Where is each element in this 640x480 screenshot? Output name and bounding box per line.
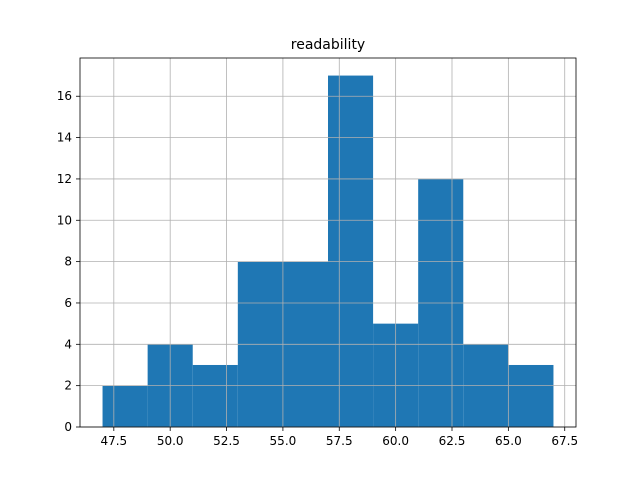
y-tick-label: 4 [64, 337, 72, 351]
histogram-bar [508, 364, 554, 427]
grid-lines [80, 58, 576, 428]
x-tick-label: 52.5 [213, 434, 240, 448]
y-tick-label: 16 [57, 89, 72, 103]
y-tick-label: 0 [64, 420, 72, 434]
y-tick-label: 2 [64, 379, 72, 393]
y-tick-label: 14 [57, 131, 72, 145]
y-tick-label: 6 [64, 296, 72, 310]
axes: 47.5 50.0 52.5 55.0 57.5 60.0 62.5 65.0 67.5 0 2 4 6… [57, 57, 578, 448]
plot-frame [79, 57, 577, 428]
x-tick-label: 60.0 [382, 434, 409, 448]
y-tick-label: 8 [64, 255, 72, 269]
chart-title: readability [291, 37, 365, 53]
x-tick-label: 67.5 [551, 434, 578, 448]
x-tick-label: 65.0 [495, 434, 522, 448]
x-tick-label: 62.5 [439, 434, 466, 448]
histogram-bar [102, 385, 148, 427]
x-tick-label: 57.5 [326, 434, 353, 448]
x-tick-label: 50.0 [157, 434, 184, 448]
y-tick-label: 12 [57, 172, 72, 186]
y-tick-label: 10 [57, 213, 72, 227]
histogram-bar [192, 364, 238, 427]
x-tick-label: 47.5 [100, 434, 127, 448]
x-tick-label: 55.0 [270, 434, 297, 448]
histogram-bar [328, 75, 374, 428]
